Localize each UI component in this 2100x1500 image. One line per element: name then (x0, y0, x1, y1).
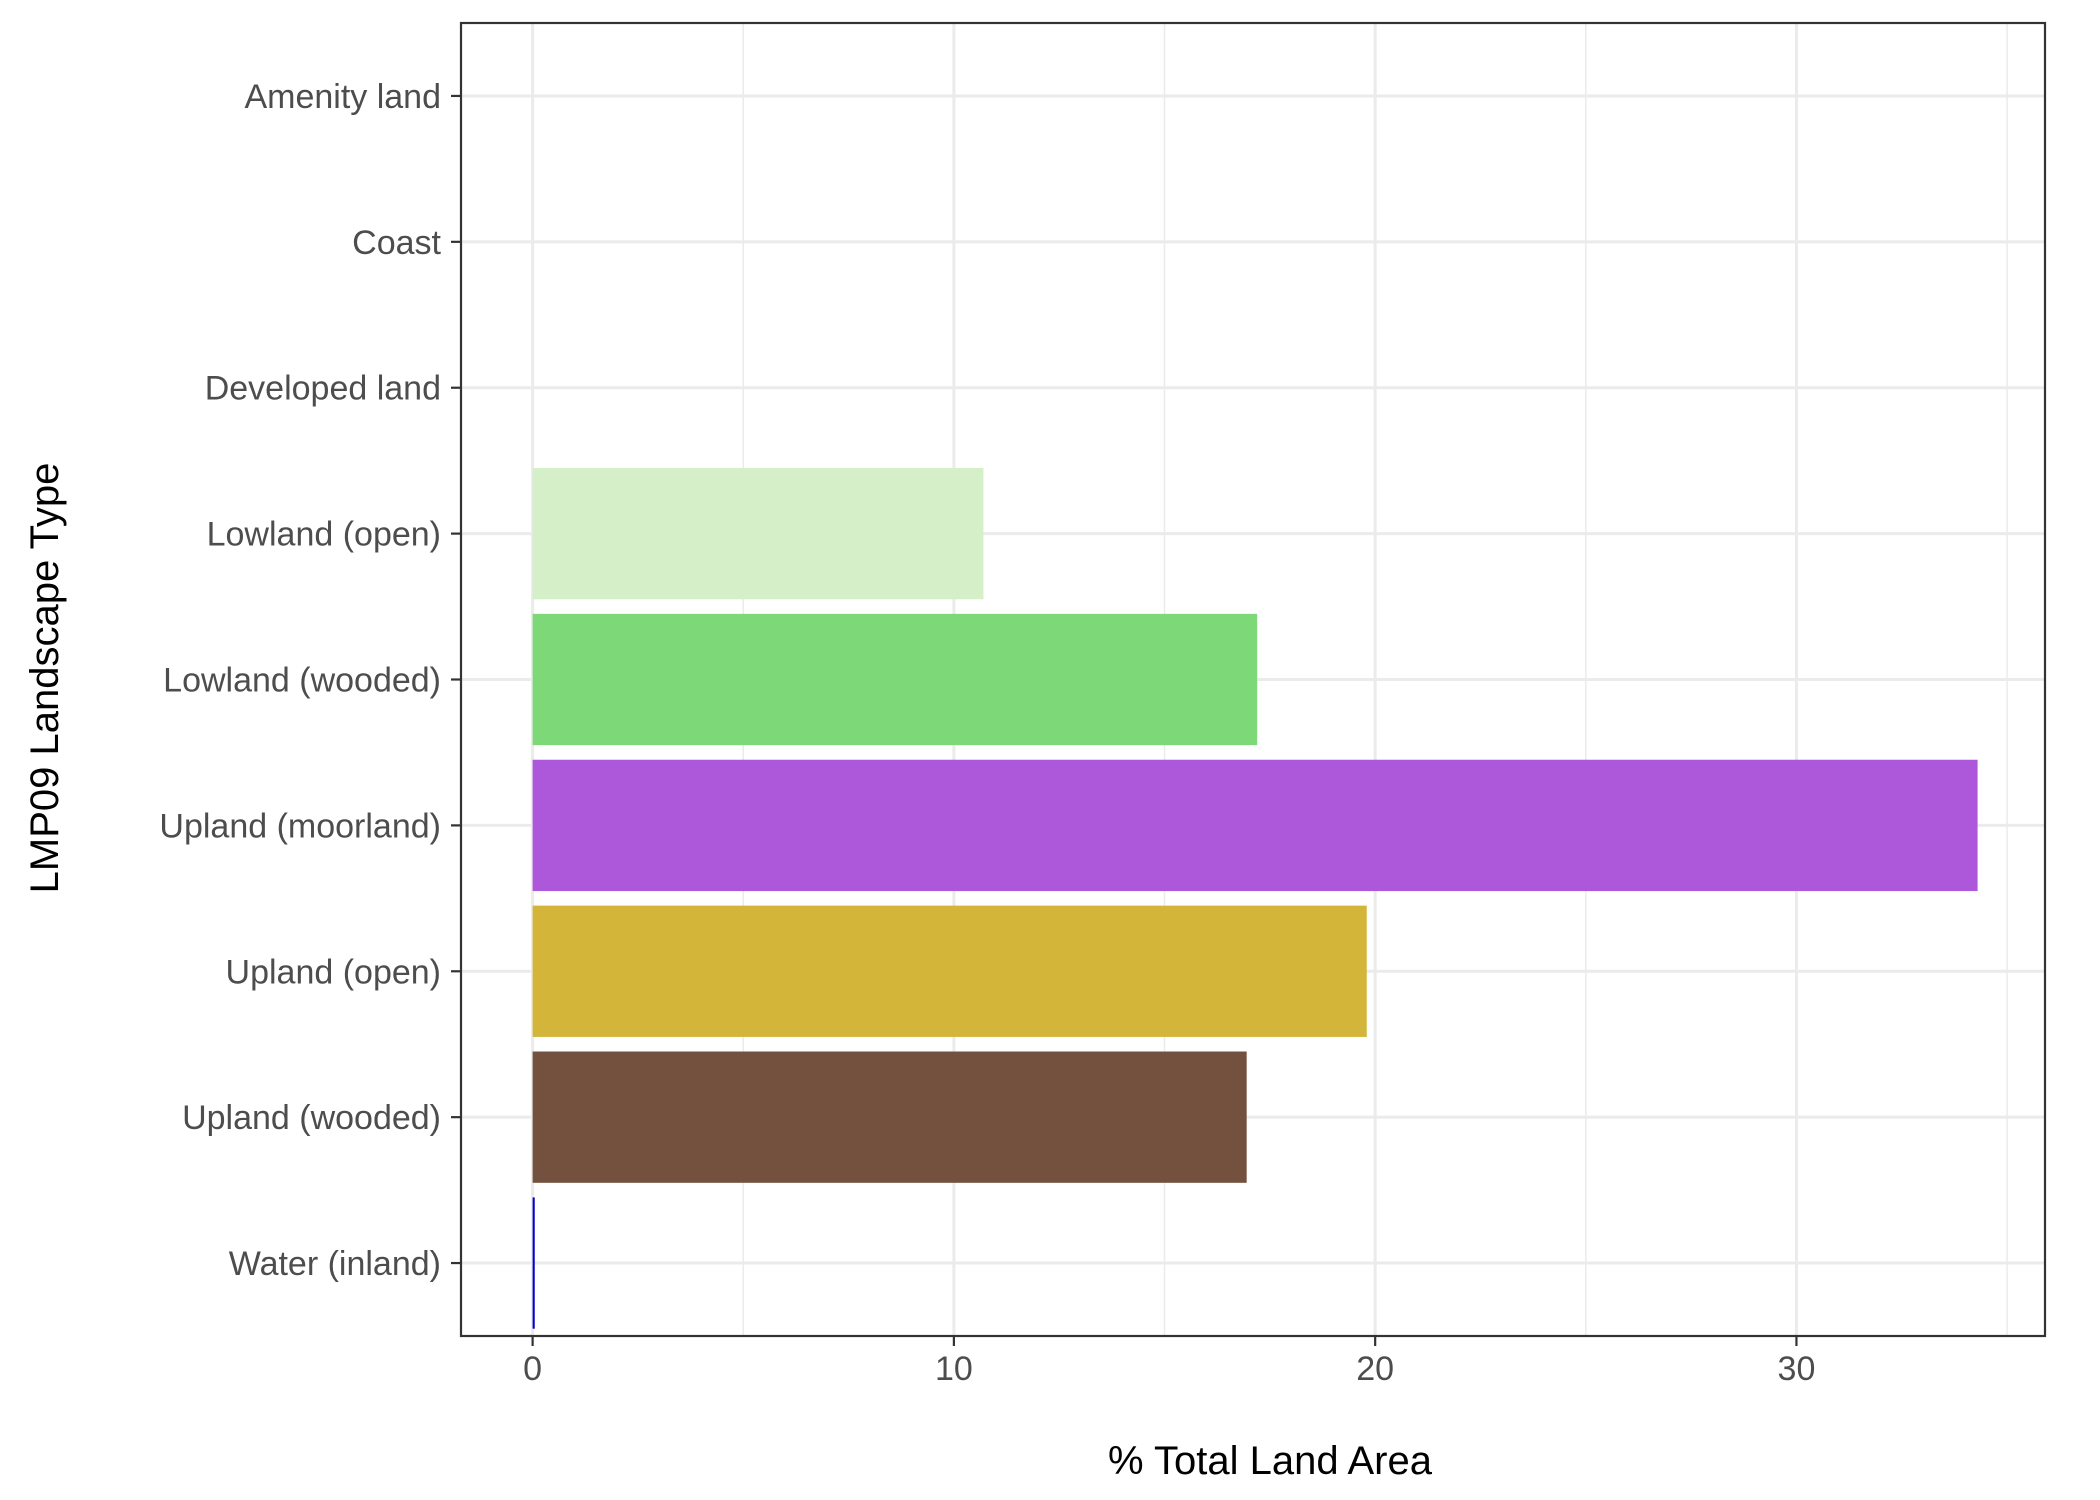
y-tick-label: Water (inland) (229, 1245, 441, 1283)
bar-upland-moorland (532, 759, 1978, 892)
y-tick-label: Amenity land (244, 78, 441, 116)
bar-upland-open (532, 905, 1367, 1037)
y-tick-label: Lowland (wooded) (163, 662, 441, 700)
y-axis-title: LMP09 Landscape Type (23, 463, 67, 894)
bar-water-inland (532, 1197, 535, 1329)
y-tick-label: Lowland (open) (207, 516, 441, 554)
x-tick-label: 10 (935, 1350, 973, 1388)
x-axis: 0 10 20 30 (523, 1336, 1815, 1388)
x-tick-label: 0 (523, 1350, 542, 1388)
bar-lowland-open (532, 467, 984, 600)
y-tick-label: Developed land (205, 370, 441, 408)
y-axis: Amenity land Coast Developed land Lowland (… (159, 78, 461, 1283)
x-tick-label: 30 (1778, 1350, 1816, 1388)
y-tick-label: Upland (moorland) (159, 807, 441, 845)
y-tick-label: Upland (wooded) (182, 1099, 441, 1137)
y-tick-label: Coast (352, 224, 441, 262)
bar-lowland-wooded (532, 613, 1258, 746)
y-tick-label: Upland (open) (226, 953, 441, 991)
bars (532, 467, 1978, 1329)
x-tick-label: 20 (1356, 1350, 1394, 1388)
x-axis-title: % Total Land Area (1108, 1439, 1433, 1483)
bar-upland-wooded (532, 1051, 1247, 1183)
